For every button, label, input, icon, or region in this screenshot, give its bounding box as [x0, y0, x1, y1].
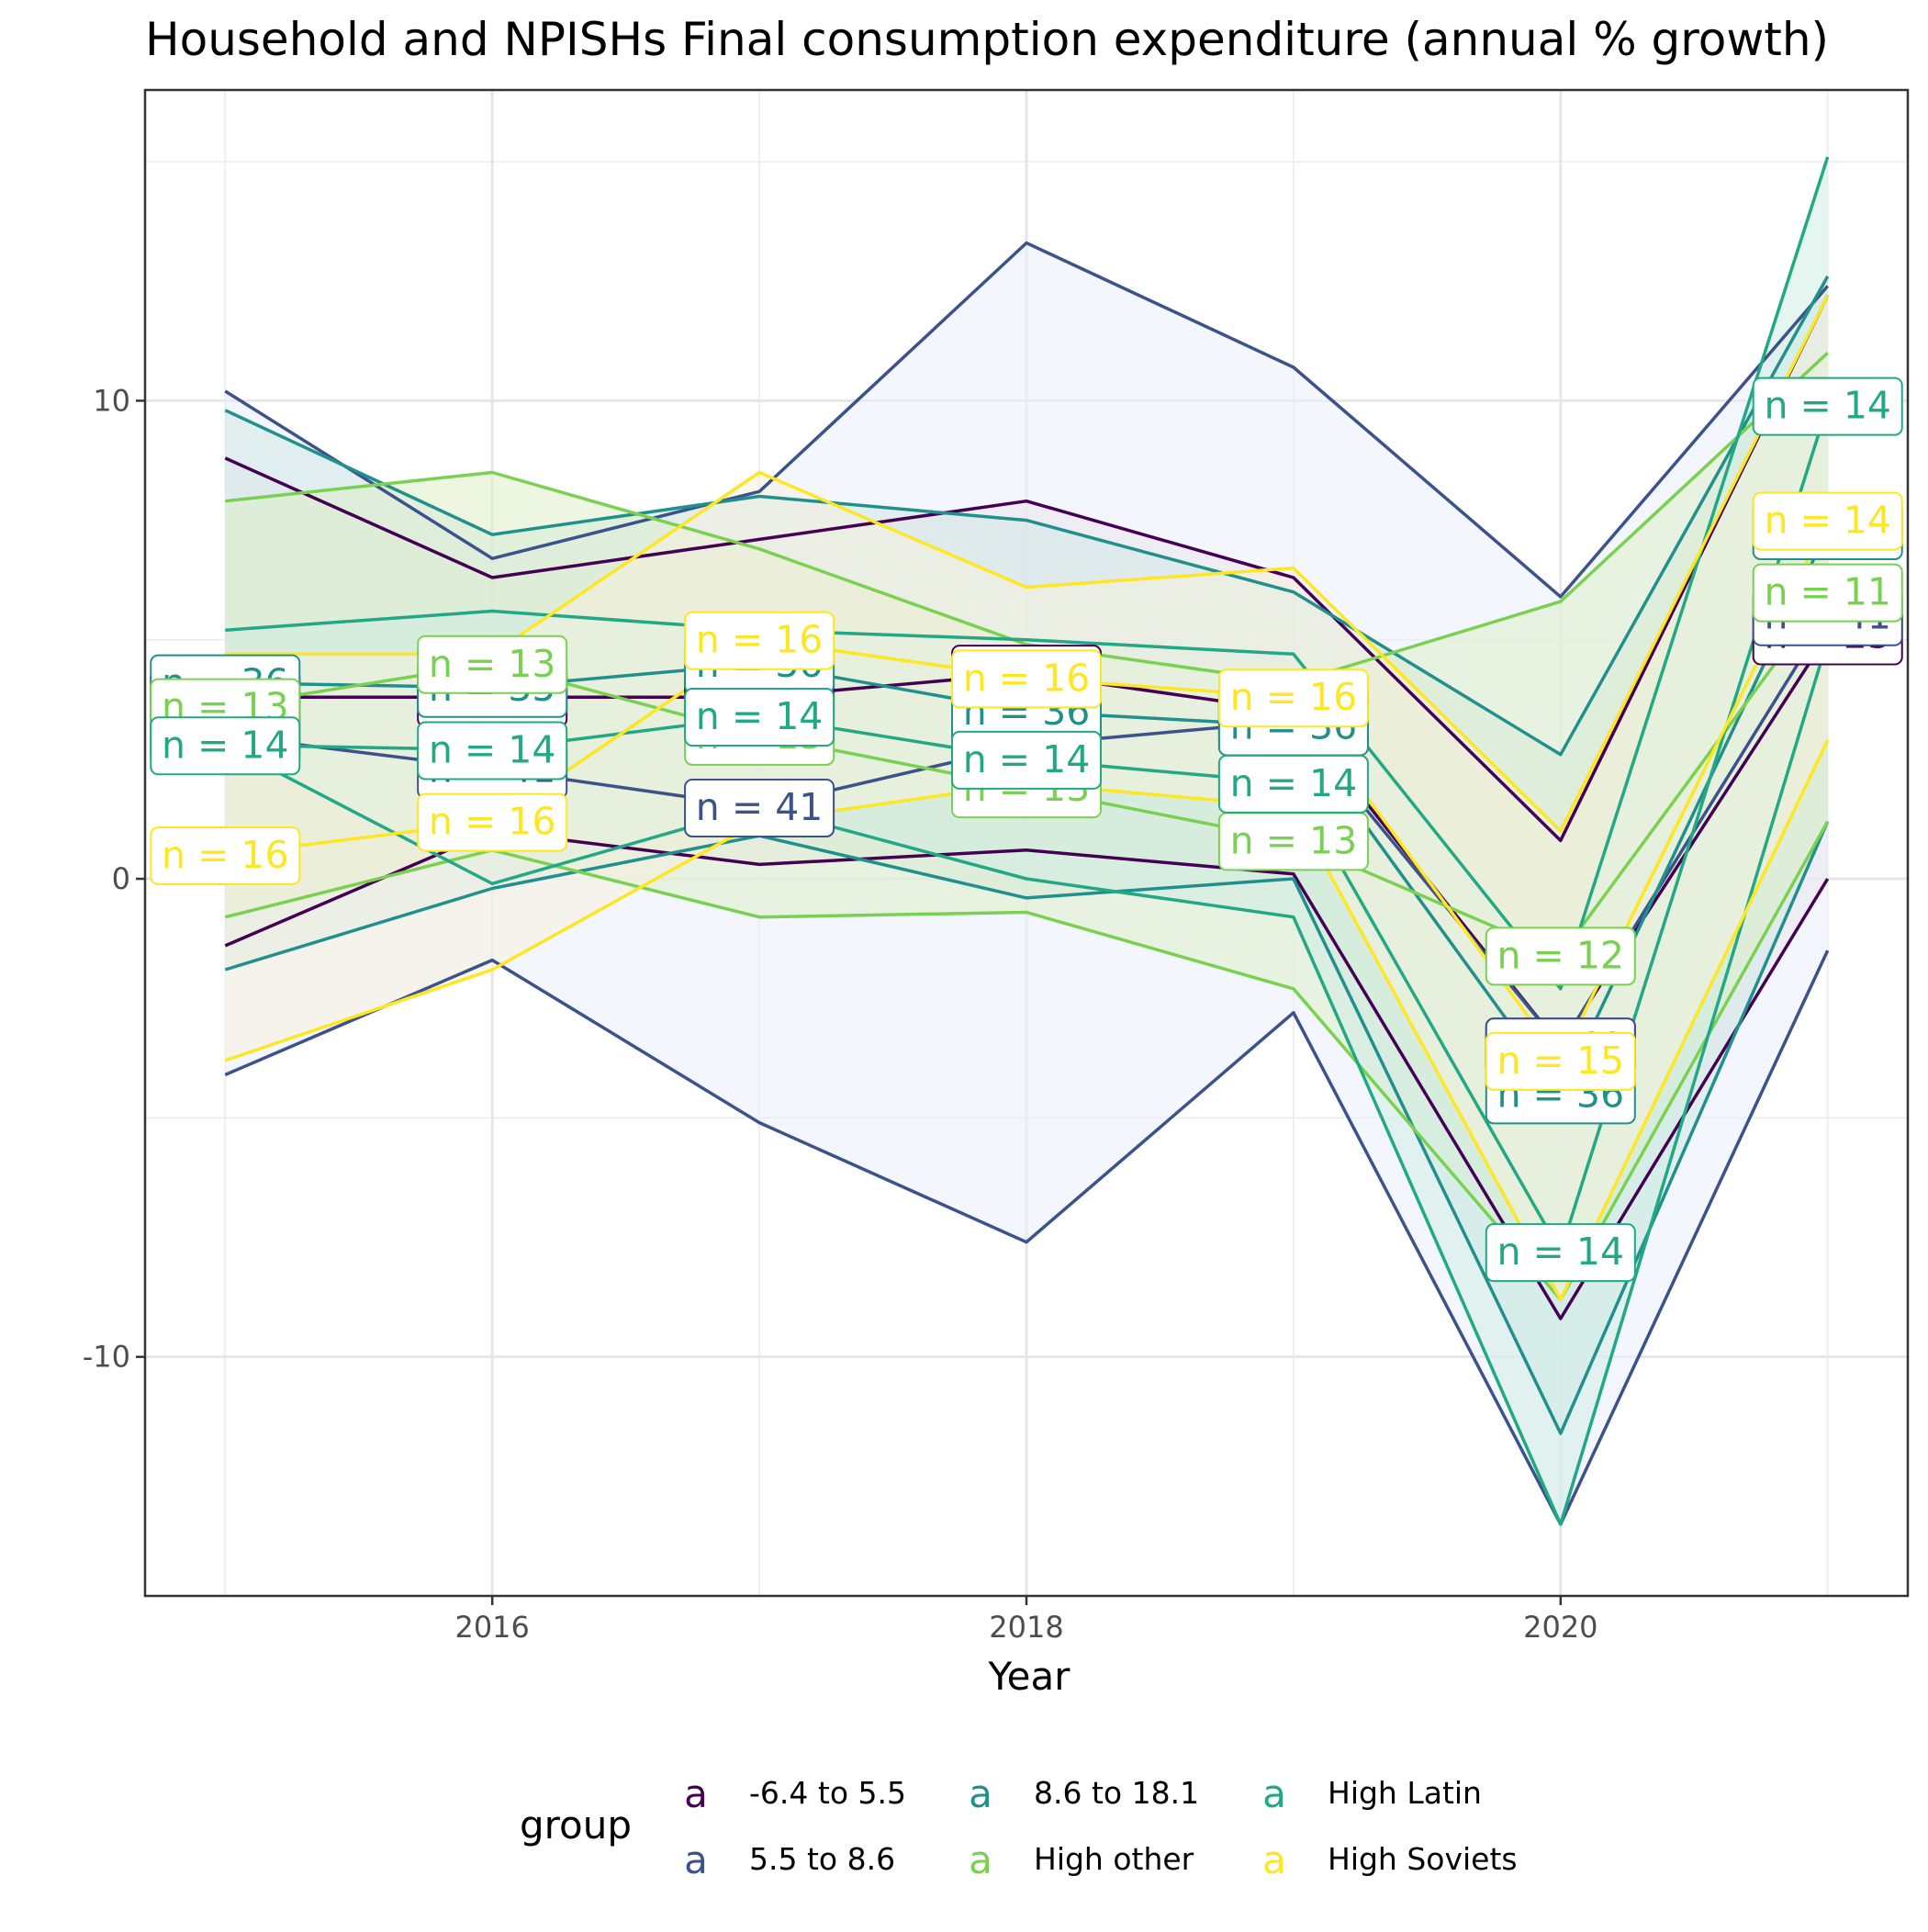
data-label-text: n = 14 — [1230, 761, 1358, 805]
data-label: n = 14 — [150, 716, 301, 776]
data-label-text: n = 16 — [696, 618, 824, 662]
chart-title: Household and NPISHs Final consumption e… — [145, 13, 1829, 66]
data-label: n = 15 — [1485, 1031, 1636, 1091]
data-label-box — [1752, 376, 1903, 436]
data-label-text: n = 16 — [429, 800, 556, 844]
series-line-lower-high-latin — [224, 639, 1830, 1526]
legend-title: group — [520, 1803, 632, 1848]
data-label-box — [684, 611, 835, 670]
legend-key: a — [969, 1771, 992, 1816]
data-label: n = 14 — [1217, 754, 1369, 814]
data-label-box — [150, 716, 301, 776]
data-label-box — [684, 688, 835, 747]
series-line-upper-5-5-to-8-6 — [224, 241, 1830, 599]
series-line-upper-high-latin — [225, 156, 1830, 991]
y-tick-label: -10 — [83, 1340, 130, 1375]
legend-key: a — [1262, 1771, 1286, 1816]
data-label-text: n = 14 — [429, 727, 556, 771]
legend-label: -6.4 to 5.5 — [749, 1775, 906, 1811]
data-label-box — [150, 826, 301, 886]
data-label: n = 13 — [417, 635, 568, 694]
data-label: n = 14 — [1485, 1223, 1636, 1283]
ribbon-high-soviets — [225, 295, 1828, 1300]
data-labels-layer: n = 25n = 25n = 25n = 25n = 25n = 25n = … — [150, 376, 1903, 1283]
data-label-box — [417, 792, 568, 852]
legend-item-8-6-to-18-1: a 8.6 to 18.1 — [969, 1771, 1199, 1816]
data-label-text: n = 14 — [1497, 1230, 1625, 1274]
data-label: n = 14 — [1752, 376, 1903, 436]
data-label-box — [1752, 491, 1903, 551]
data-label: n = 14 — [684, 688, 835, 747]
data-label-text: n = 16 — [1230, 675, 1358, 719]
x-axis-label: Year — [988, 1654, 1071, 1699]
series-line-upper-high-other — [225, 352, 1829, 685]
data-label-text: n = 16 — [963, 656, 1091, 700]
y-tick-label: 0 — [112, 861, 130, 896]
legend-item-high-other: a High other — [969, 1837, 1194, 1882]
data-label-text: n = 11 — [1764, 570, 1891, 614]
legend-item-high-latin: a High Latin — [1262, 1771, 1482, 1816]
legend-item-6-4-to-5-5: a -6.4 to 5.5 — [684, 1771, 906, 1816]
data-label-box — [1217, 754, 1369, 814]
data-label: n = 14 — [1752, 491, 1903, 551]
x-tick-label: 2020 — [1523, 1610, 1597, 1645]
ribbon-high-latin — [225, 156, 1828, 1524]
legend: group a -6.4 to 5.5 a 5.5 to 8.6 a 8.6 to 18.… — [520, 1771, 1518, 1882]
data-label-text: n = 15 — [1497, 1039, 1625, 1083]
legend-label: 8.6 to 18.1 — [1034, 1775, 1199, 1811]
data-label: n = 16 — [684, 611, 835, 670]
data-label-text: n = 13 — [1230, 818, 1358, 862]
series-line-upper-6-4-to-5-5 — [224, 295, 1830, 843]
data-label-text: n = 13 — [429, 642, 556, 686]
data-label: n = 12 — [1485, 927, 1636, 986]
data-label-box — [417, 721, 568, 781]
data-label-text: n = 16 — [162, 833, 289, 877]
data-label-box — [1485, 927, 1636, 986]
data-label: n = 41 — [684, 778, 835, 837]
data-label-text: n = 14 — [162, 723, 289, 767]
axes-layer: 2016 2018 2020 -10 0 10 — [83, 88, 1910, 1645]
series-line-upper-8-6-to-18-1 — [224, 275, 1830, 757]
legend-key: a — [684, 1837, 708, 1882]
data-label-text: n = 12 — [1497, 933, 1625, 977]
data-label-box — [1217, 668, 1369, 728]
data-label-box — [951, 649, 1102, 709]
legend-key: a — [969, 1837, 992, 1882]
legend-label: High Latin — [1328, 1775, 1482, 1811]
data-label-box — [1752, 563, 1903, 623]
data-label: n = 16 — [417, 792, 568, 852]
x-tick-label: 2018 — [989, 1610, 1063, 1645]
data-label: n = 16 — [1217, 668, 1369, 728]
legend-item-5-5-to-8-6: a 5.5 to 8.6 — [684, 1837, 895, 1882]
legend-label: 5.5 to 8.6 — [749, 1841, 895, 1877]
series-line-lower-8-6-to-18-1 — [224, 820, 1830, 1435]
data-label-box — [1485, 1223, 1636, 1283]
data-label-box — [951, 730, 1102, 790]
data-label-text: n = 14 — [696, 694, 824, 738]
data-label-box — [417, 635, 568, 694]
data-label: n = 11 — [1752, 563, 1903, 623]
legend-label: High Soviets — [1328, 1841, 1518, 1877]
data-label-text: n = 14 — [1764, 384, 1891, 428]
data-label-text: n = 41 — [696, 785, 824, 829]
data-label: n = 14 — [951, 730, 1102, 790]
data-label: n = 16 — [951, 649, 1102, 709]
y-tick-label: 10 — [93, 383, 130, 418]
legend-item-high-soviets: a High Soviets — [1262, 1837, 1517, 1882]
legend-key: a — [1262, 1837, 1286, 1882]
legend-key: a — [684, 1771, 708, 1816]
data-label-box — [1485, 1031, 1636, 1091]
legend-label: High other — [1034, 1841, 1194, 1877]
data-label: n = 14 — [417, 721, 568, 781]
data-label-text: n = 14 — [1764, 499, 1891, 543]
data-label: n = 16 — [150, 826, 301, 886]
data-label: n = 13 — [1217, 812, 1369, 871]
data-label-box — [684, 778, 835, 837]
x-tick-label: 2016 — [454, 1610, 529, 1645]
data-label-text: n = 14 — [963, 737, 1091, 781]
